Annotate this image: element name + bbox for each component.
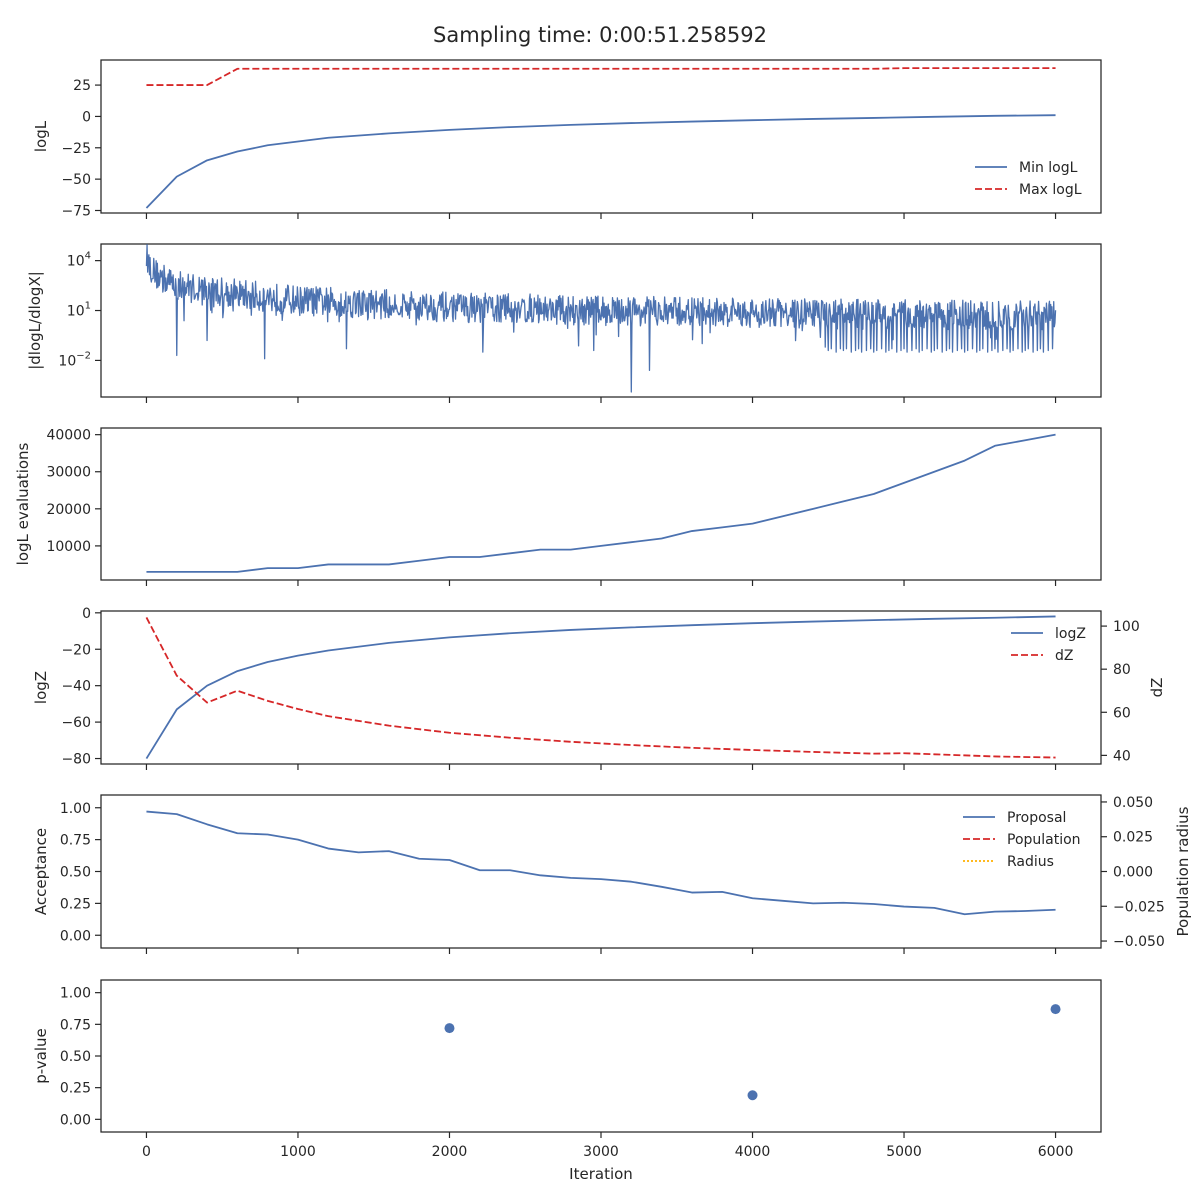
x-tick-label: 2000: [432, 1144, 468, 1160]
y-tick-label: −75: [61, 203, 91, 219]
y-tick-label: 104: [67, 251, 91, 270]
y-axis-label: Acceptance: [32, 828, 50, 915]
legend: Min logL Max logL: [975, 160, 1082, 198]
y-axis-label: logZ: [32, 671, 50, 704]
axes-frame: [100, 427, 1102, 581]
y-tick-label: −40: [61, 679, 91, 695]
y-tick-label: −50: [61, 172, 91, 188]
series-line-0: [146, 433, 1056, 573]
y-tick-label: −60: [61, 715, 91, 731]
y-right-tick-label: 0.050: [1113, 795, 1153, 811]
axes-frame: [100, 59, 1102, 214]
series-line-logz: [145, 615, 1056, 760]
legend-label: Radius: [1007, 854, 1054, 870]
x-tick-label: 6000: [1038, 1144, 1074, 1160]
y-right-tick-label: 80: [1113, 662, 1131, 678]
series-line-max-logl: [146, 67, 1056, 86]
legend-label: dZ: [1055, 648, 1073, 664]
y-right-axis-label: Population radius: [1174, 806, 1192, 936]
series-line-min-logl: [145, 114, 1056, 209]
legend-label: Max logL: [1019, 182, 1082, 198]
y-tick-label: 0.75: [60, 1017, 91, 1033]
y-tick-label: 0.50: [60, 1049, 91, 1065]
data-point: [1050, 1004, 1061, 1015]
data-point: [444, 1023, 455, 1034]
legend-label: Min logL: [1019, 160, 1078, 176]
legend: logZ dZ: [1011, 626, 1086, 664]
y-tick-label: 101: [67, 301, 91, 320]
data-point: [747, 1090, 758, 1101]
y-axis-label: |dlogL/dlogX|: [26, 271, 44, 370]
legend-label: Proposal: [1007, 810, 1066, 826]
y-right-tick-label: 100: [1113, 619, 1140, 635]
x-tick-label: 1000: [280, 1144, 316, 1160]
panel-3: 10000 20000 30000 40000 logL evaluations: [14, 427, 1102, 586]
panel-6: 0.00 0.25 0.50 0.75 1.00 p-value 0 1000 2000 3000…: [32, 979, 1102, 1183]
legend-label: Population: [1007, 832, 1081, 848]
y-right-tick-label: 0.000: [1113, 865, 1153, 881]
y-tick-label: 30000: [46, 465, 91, 481]
y-tick-label: 20000: [46, 502, 91, 518]
panel-2: 104 101 10−2 |dlogL/dlogX|: [26, 243, 1102, 403]
y-right-tick-label: −0.025: [1113, 899, 1165, 915]
series-line-proposal: [146, 810, 1056, 916]
y-tick-label: 1.00: [60, 801, 91, 817]
y-tick-label: 0.25: [60, 1081, 91, 1097]
y-axis-label: logL: [32, 120, 50, 152]
legend: Proposal Population Radius: [963, 810, 1081, 870]
x-axis-label: Iteration: [569, 1165, 633, 1183]
panel-1: −75 −50 −25 0 25 logL Min logL Max logL: [32, 59, 1102, 219]
y-tick-label: 0.00: [60, 928, 91, 944]
x-tick-label: 0: [142, 1144, 151, 1160]
y-tick-label: 1.00: [60, 986, 91, 1002]
y-tick-label: 0: [82, 606, 91, 622]
y-axis-label: logL evaluations: [14, 442, 32, 565]
y-right-tick-label: −0.050: [1113, 934, 1165, 950]
series-line: [145, 244, 1057, 393]
axes-frame: [100, 794, 1102, 949]
y-tick-label: 10000: [46, 539, 91, 555]
y-tick-label: 0.50: [60, 865, 91, 881]
y-tick-label: 0.00: [60, 1112, 91, 1128]
y-tick-label: 0.25: [60, 896, 91, 912]
y-right-tick-label: 60: [1113, 705, 1131, 721]
y-tick-label: 10−2: [58, 350, 91, 369]
y-right-tick-label: 0.025: [1113, 830, 1153, 846]
axes-frame: [100, 979, 1102, 1133]
y-tick-label: −20: [61, 642, 91, 658]
y-right-axis-label: dZ: [1148, 678, 1166, 698]
series-line-dz: [145, 617, 1056, 759]
panel-4: −80 −60 −40 −20 0 logZ 40 60 80 100 dZ logZ dZ: [32, 606, 1166, 770]
y-tick-label: −25: [61, 141, 91, 157]
y-tick-label: 40000: [46, 428, 91, 444]
y-right-tick-label: 40: [1113, 748, 1131, 764]
legend-label: logZ: [1055, 626, 1086, 642]
y-tick-label: 0: [82, 109, 91, 125]
y-axis-label: p-value: [32, 1028, 50, 1084]
y-tick-label: 25: [73, 78, 91, 94]
y-tick-label: 0.75: [60, 833, 91, 849]
figure-title: Sampling time: 0:00:51.258592: [433, 23, 767, 47]
x-tick-label: 4000: [735, 1144, 771, 1160]
y-tick-label: −80: [61, 752, 91, 768]
x-tick-label: 3000: [583, 1144, 619, 1160]
axes-frame: [100, 610, 1102, 765]
panel-5: 0.00 0.25 0.50 0.75 1.00 Acceptance −0.050 −0.0…: [32, 794, 1192, 954]
x-tick-label: 5000: [886, 1144, 922, 1160]
